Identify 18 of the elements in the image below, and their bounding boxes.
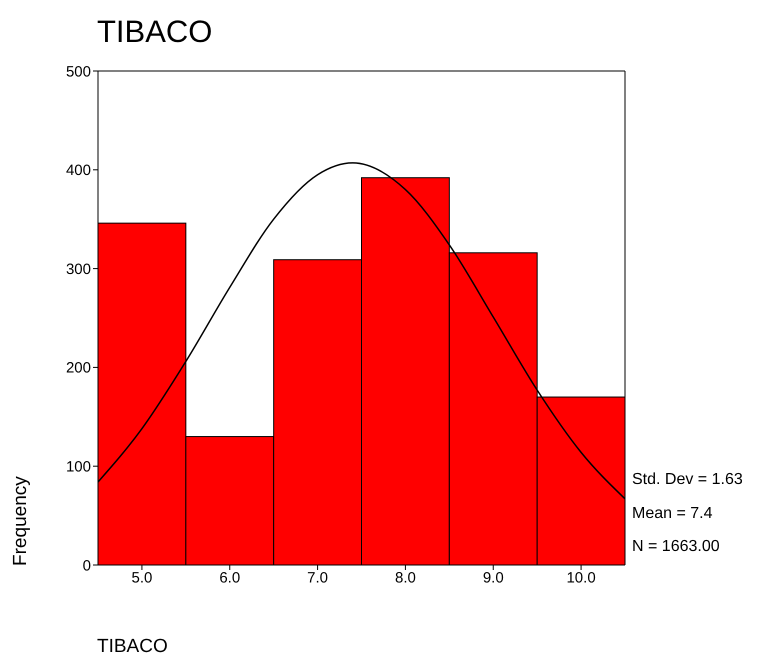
x-axis-title: TIBACO [97, 636, 168, 658]
x-tick-label: 10.0 [566, 570, 596, 587]
text: N = 1663.00 [632, 538, 720, 556]
y-tick-label: 400 [66, 162, 91, 180]
y-tick-label: 0 [82, 557, 91, 574]
y-tick-label: 300 [66, 260, 91, 278]
chart-title: TIBACO [97, 14, 212, 50]
text: Mean = 7.4 [632, 504, 712, 522]
x-tick-label: 5.0 [131, 570, 152, 587]
y-tick-label: 200 [66, 360, 91, 377]
y-tick-label: 500 [66, 63, 91, 80]
x-tick-label: 6.0 [219, 570, 240, 587]
y-axis-title: Frequency [10, 476, 32, 566]
x-tick-label: 8.0 [394, 570, 416, 587]
y-tick-label: 100 [66, 458, 91, 476]
x-tick-label: 7.0 [307, 570, 328, 587]
text: Std. Dev = 1.63 [632, 471, 743, 489]
x-tick-label: 9.0 [482, 570, 504, 587]
